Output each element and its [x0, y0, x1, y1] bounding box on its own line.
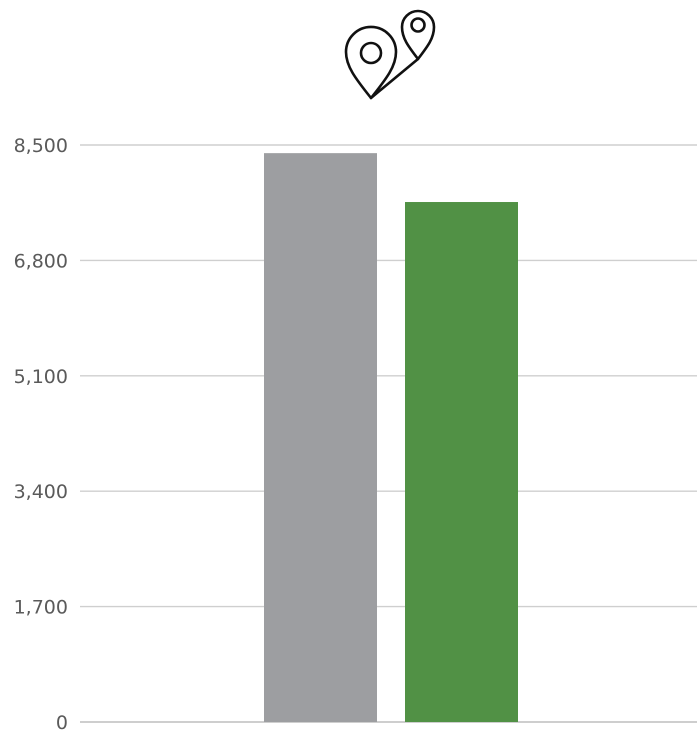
- bar-green: [405, 202, 518, 722]
- gridlines: [80, 144, 697, 723]
- y-tick-label: 1,700: [14, 597, 68, 619]
- location-pins-icon: [344, 9, 436, 100]
- bars: [264, 153, 518, 723]
- y-tick-label: 8,500: [14, 135, 68, 157]
- y-tick-label: 6,800: [14, 250, 68, 272]
- bar-gray: [264, 153, 377, 723]
- y-tick-label: 0: [56, 712, 68, 732]
- y-tick-label: 5,100: [14, 366, 68, 388]
- y-tick-label: 3,400: [14, 481, 68, 503]
- y-axis-ticks: 0 1,700 3,400 5,100 6,800 8,500: [14, 135, 68, 732]
